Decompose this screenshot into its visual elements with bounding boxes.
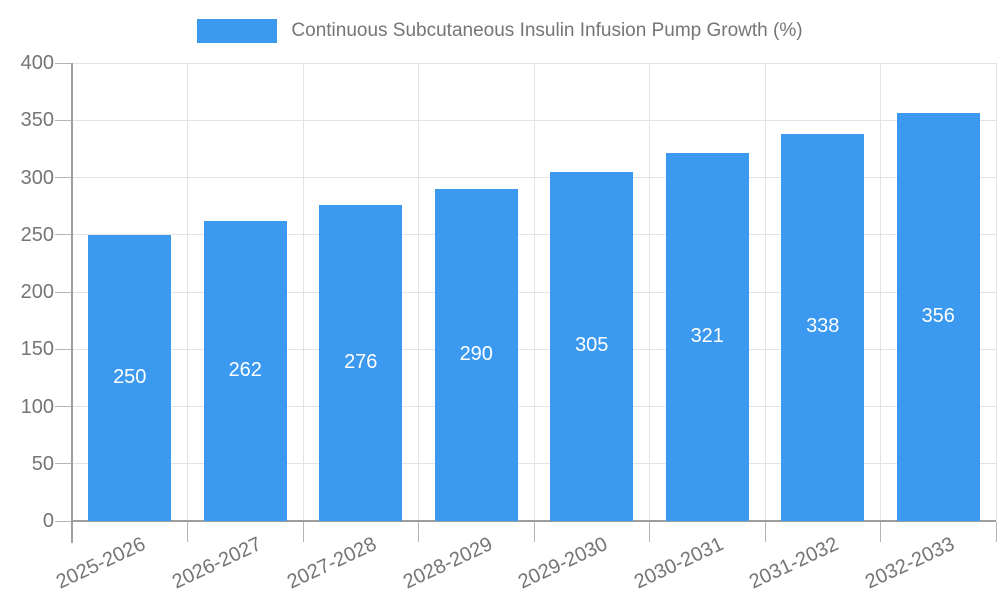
x-tick-label: 2029-2030 (515, 533, 612, 594)
x-tick-label: 2025-2026 (53, 533, 150, 594)
bar-value-label: 262 (228, 358, 262, 381)
x-axis-tick (995, 522, 997, 542)
x-axis-tick (418, 522, 419, 542)
chart-title: Continuous Subcutaneous Insulin Infusion… (291, 20, 803, 41)
plot-area: 250 262 276 290 305 321 338 356 0 50 100 150 200 250… (21, 53, 997, 593)
y-axis-tick (55, 463, 71, 465)
bar[interactable]: 276 (319, 204, 403, 521)
gridline-v (995, 63, 997, 521)
x-axis-tick (649, 522, 650, 542)
bar-value-label: 338 (806, 315, 840, 338)
legend-swatch[interactable] (197, 19, 278, 43)
gridline-v (418, 63, 419, 521)
y-tick-label: 350 (20, 109, 54, 132)
bar[interactable]: 338 (781, 133, 865, 521)
x-tick-label: 2031-2032 (746, 533, 843, 594)
x-axis-tick (187, 522, 188, 542)
y-axis-tick (55, 520, 71, 522)
y-tick-label: 250 (20, 223, 54, 246)
x-axis-tick (302, 522, 304, 542)
x-tick-label: 2030-2031 (630, 533, 727, 594)
gridline-v (187, 63, 188, 521)
y-axis-tick (55, 348, 71, 350)
x-axis-tick (880, 522, 881, 542)
bar[interactable]: 305 (550, 171, 634, 521)
y-axis-tick (55, 62, 71, 64)
bar-value-label: 321 (690, 325, 724, 348)
bar-value-label: 276 (344, 350, 378, 373)
x-tick-label: 2027-2028 (284, 533, 381, 594)
bar-value-label: 290 (459, 342, 493, 365)
bar-value-label: 305 (575, 334, 609, 357)
y-axis-line (71, 63, 73, 543)
x-axis-tick (533, 522, 535, 542)
y-axis-tick (55, 291, 71, 293)
gridline-v (533, 63, 535, 521)
y-axis-tick (55, 406, 71, 407)
y-axis-tick (55, 177, 71, 178)
x-axis-line (72, 520, 996, 522)
legend: Continuous Subcutaneous Insulin Infusion… (0, 12, 1000, 50)
x-axis-tick (764, 522, 766, 542)
y-tick-label: 400 (20, 52, 54, 74)
y-tick-label: 0 (42, 510, 54, 532)
bar[interactable]: 250 (88, 234, 172, 521)
x-tick-label: 2028-2029 (399, 533, 496, 594)
y-tick-label: 200 (20, 281, 54, 303)
bar[interactable]: 290 (434, 188, 518, 521)
bar-value-label: 250 (113, 365, 147, 388)
bar[interactable]: 356 (896, 113, 980, 521)
y-tick-label: 150 (20, 338, 54, 361)
bar[interactable]: 262 (203, 221, 287, 521)
y-axis-tick (55, 234, 71, 236)
gridline-v (880, 63, 881, 521)
gridline-v (764, 63, 766, 521)
x-tick-label: 2032-2033 (861, 533, 958, 594)
y-tick-label: 300 (20, 166, 54, 189)
y-axis-tick (55, 119, 71, 121)
gridline-v (649, 63, 650, 521)
y-tick-label: 50 (31, 452, 54, 475)
bar-value-label: 356 (921, 305, 955, 328)
bar[interactable]: 321 (665, 153, 749, 521)
gridline-v (302, 63, 304, 521)
x-tick-label: 2026-2027 (168, 533, 265, 594)
y-tick-label: 100 (20, 395, 54, 418)
